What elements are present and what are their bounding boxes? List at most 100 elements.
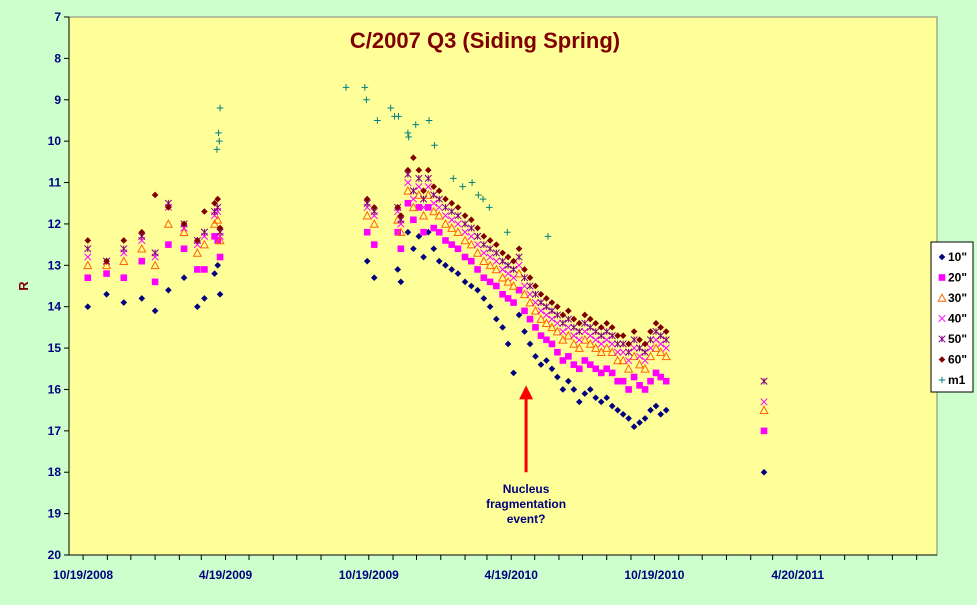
data-point — [486, 245, 494, 253]
data-point — [363, 257, 371, 265]
data-point — [165, 241, 172, 248]
data-point — [510, 369, 517, 377]
data-point — [200, 228, 209, 236]
data-point — [559, 357, 567, 364]
data-point — [592, 365, 600, 373]
legend-marker — [938, 253, 946, 261]
y-tick-label: 12 — [48, 217, 62, 231]
data-point — [435, 195, 443, 203]
data-point — [460, 235, 470, 245]
data-point — [553, 311, 562, 319]
data-point — [597, 398, 605, 406]
data-point — [492, 249, 501, 257]
data-point — [424, 183, 432, 191]
data-point — [468, 216, 475, 224]
data-point — [640, 363, 650, 373]
data-point — [395, 113, 402, 120]
data-point — [499, 324, 506, 331]
data-point — [547, 322, 557, 332]
data-point — [120, 237, 128, 244]
data-point — [592, 319, 600, 327]
data-point — [509, 265, 518, 274]
data-point — [214, 262, 222, 269]
data-point — [215, 137, 223, 145]
data-point — [559, 311, 567, 319]
data-point — [564, 315, 573, 323]
data-point — [543, 357, 550, 364]
data-point — [559, 386, 567, 393]
data-point — [404, 166, 412, 174]
data-point — [548, 365, 556, 373]
data-point — [404, 199, 412, 207]
data-point — [396, 227, 406, 236]
data-point — [194, 266, 201, 273]
data-point — [629, 351, 639, 361]
data-point — [492, 257, 501, 265]
data-point — [459, 183, 466, 190]
data-point — [420, 187, 427, 195]
data-point — [537, 332, 545, 339]
data-point — [408, 202, 419, 212]
data-point — [614, 406, 621, 414]
data-point — [656, 347, 666, 357]
data-point — [194, 303, 201, 310]
data-point — [603, 336, 611, 344]
data-point — [151, 191, 159, 199]
data-point — [363, 96, 370, 104]
data-point — [101, 260, 112, 270]
data-point — [521, 307, 528, 315]
data-point — [570, 361, 578, 368]
legend-marker — [937, 293, 947, 302]
data-point — [412, 121, 420, 128]
data-point — [397, 278, 405, 286]
data-point — [103, 270, 110, 277]
data-point — [151, 307, 159, 315]
data-point — [619, 410, 627, 418]
data-point — [491, 264, 501, 274]
data-point — [493, 241, 500, 248]
annotation-text: Nucleus — [503, 482, 550, 496]
data-point — [504, 269, 512, 278]
data-point — [636, 382, 643, 389]
data-point — [466, 239, 476, 249]
data-point — [641, 386, 649, 393]
data-point — [479, 256, 489, 265]
data-point — [454, 270, 462, 277]
data-point — [179, 227, 189, 236]
data-point — [515, 311, 523, 319]
data-point — [596, 347, 606, 357]
y-axis-label: R — [16, 281, 31, 291]
data-point — [537, 290, 545, 298]
series-2 — [84, 199, 768, 435]
data-point — [510, 257, 517, 265]
data-point — [461, 220, 469, 228]
data-point — [448, 207, 456, 216]
data-point — [565, 307, 572, 315]
data-point — [569, 339, 579, 348]
series-1 — [84, 228, 768, 476]
data-point — [603, 394, 611, 402]
y-tick-label: 11 — [48, 176, 61, 190]
data-point — [657, 410, 665, 418]
data-point — [760, 398, 768, 406]
data-point — [461, 253, 469, 261]
data-point — [409, 195, 418, 203]
data-point — [442, 237, 449, 244]
data-point — [423, 190, 433, 199]
data-point — [430, 245, 438, 253]
data-point — [526, 282, 534, 290]
data-point — [630, 336, 638, 344]
legend-label: 50" — [948, 332, 967, 346]
data-point — [151, 278, 159, 286]
data-point — [151, 249, 159, 257]
data-point — [449, 175, 457, 182]
data-point — [493, 315, 500, 323]
data-point — [526, 290, 534, 298]
data-point — [474, 224, 481, 232]
data-point — [435, 228, 443, 236]
data-point — [473, 240, 482, 249]
data-point — [661, 351, 671, 361]
data-point — [657, 340, 665, 348]
data-point — [150, 260, 160, 270]
data-point — [548, 307, 556, 315]
